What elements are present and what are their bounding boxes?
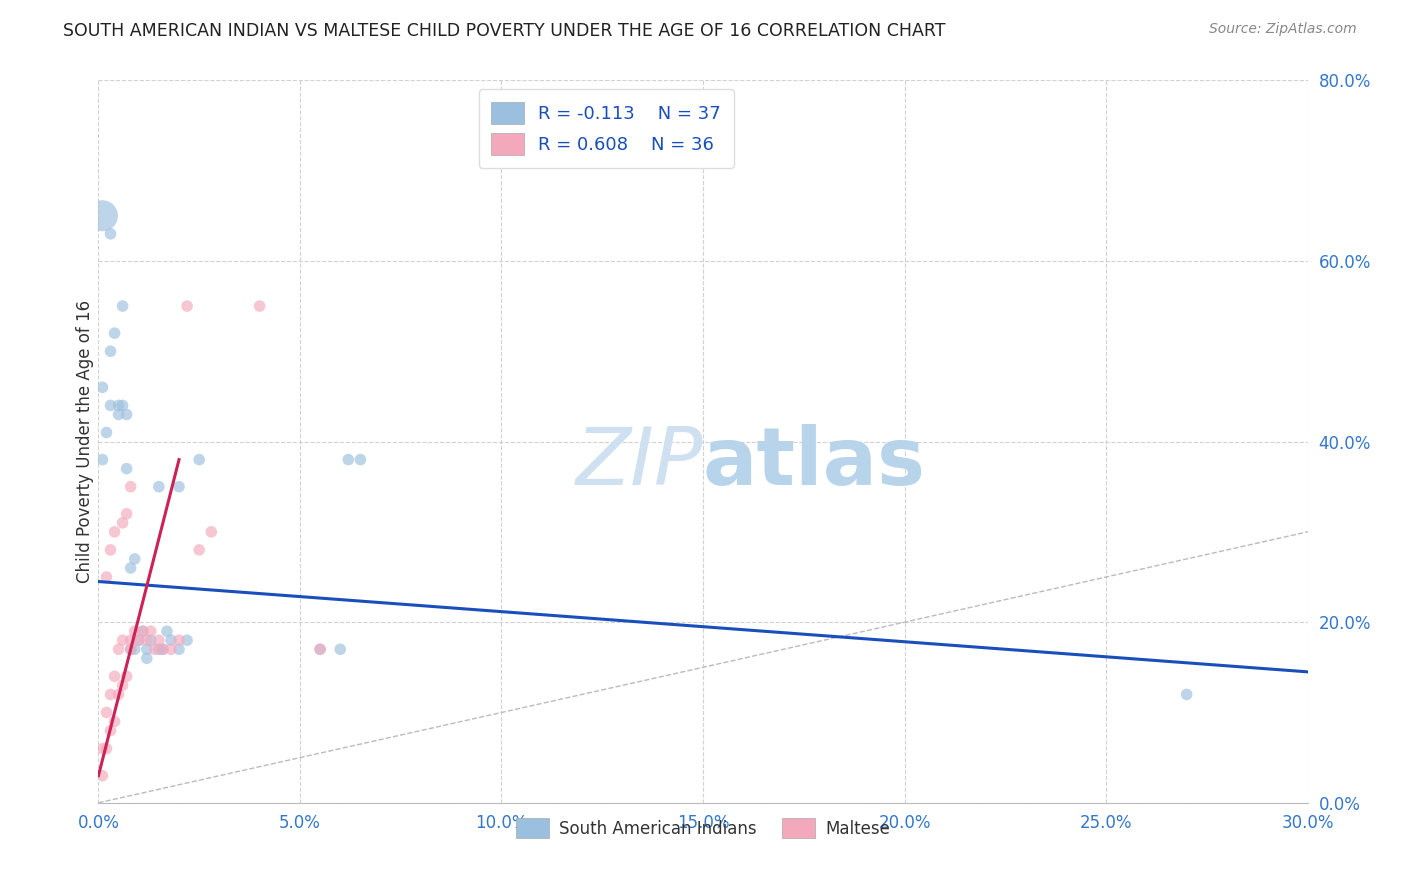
Point bbox=[200, 524, 222, 539]
Point bbox=[188, 542, 211, 557]
Point bbox=[111, 398, 134, 412]
Point bbox=[100, 687, 122, 701]
Point bbox=[329, 642, 352, 657]
Point bbox=[128, 633, 150, 648]
Point bbox=[135, 642, 157, 657]
Point bbox=[132, 624, 155, 639]
Point bbox=[120, 480, 142, 494]
Point bbox=[124, 552, 146, 566]
Point bbox=[100, 227, 122, 241]
Point bbox=[96, 570, 118, 584]
Point bbox=[148, 633, 170, 648]
Point bbox=[167, 633, 190, 648]
Point bbox=[103, 714, 125, 729]
Text: SOUTH AMERICAN INDIAN VS MALTESE CHILD POVERTY UNDER THE AGE OF 16 CORRELATION C: SOUTH AMERICAN INDIAN VS MALTESE CHILD P… bbox=[63, 22, 946, 40]
Point bbox=[309, 642, 332, 657]
Point bbox=[96, 741, 118, 756]
Point bbox=[135, 633, 157, 648]
Point bbox=[188, 452, 211, 467]
Point bbox=[111, 516, 134, 530]
Point bbox=[152, 642, 174, 657]
Point bbox=[148, 480, 170, 494]
Text: atlas: atlas bbox=[703, 425, 927, 502]
Point bbox=[139, 633, 162, 648]
Point bbox=[132, 624, 155, 639]
Point bbox=[111, 299, 134, 313]
Point bbox=[100, 344, 122, 359]
Point bbox=[103, 524, 125, 539]
Point bbox=[103, 326, 125, 340]
Point bbox=[167, 642, 190, 657]
Point bbox=[115, 507, 138, 521]
Point bbox=[100, 723, 122, 738]
Point bbox=[91, 769, 114, 783]
Point bbox=[115, 461, 138, 475]
Point bbox=[103, 669, 125, 683]
Point bbox=[100, 398, 122, 412]
Point bbox=[152, 642, 174, 657]
Point bbox=[160, 633, 183, 648]
Point bbox=[96, 706, 118, 720]
Point bbox=[111, 633, 134, 648]
Point bbox=[120, 561, 142, 575]
Point bbox=[160, 642, 183, 657]
Point bbox=[120, 642, 142, 657]
Point bbox=[139, 624, 162, 639]
Point bbox=[167, 480, 190, 494]
Point bbox=[156, 624, 179, 639]
Point bbox=[337, 452, 360, 467]
Point bbox=[91, 209, 114, 223]
Point bbox=[349, 452, 371, 467]
Point bbox=[148, 642, 170, 657]
Text: Source: ZipAtlas.com: Source: ZipAtlas.com bbox=[1209, 22, 1357, 37]
Point bbox=[96, 425, 118, 440]
Point bbox=[120, 642, 142, 657]
Point bbox=[124, 642, 146, 657]
Point bbox=[107, 398, 129, 412]
Point bbox=[91, 380, 114, 394]
Text: ZIP: ZIP bbox=[575, 425, 703, 502]
Point bbox=[176, 633, 198, 648]
Point bbox=[91, 452, 114, 467]
Point bbox=[107, 687, 129, 701]
Point bbox=[120, 633, 142, 648]
Y-axis label: Child Poverty Under the Age of 16: Child Poverty Under the Age of 16 bbox=[76, 300, 94, 583]
Point bbox=[135, 651, 157, 665]
Point bbox=[1175, 687, 1198, 701]
Point bbox=[124, 624, 146, 639]
Point bbox=[111, 678, 134, 692]
Point bbox=[107, 408, 129, 422]
Point bbox=[91, 741, 114, 756]
Point bbox=[128, 633, 150, 648]
Point bbox=[115, 669, 138, 683]
Legend: South American Indians, Maltese: South American Indians, Maltese bbox=[509, 812, 897, 845]
Point bbox=[249, 299, 271, 313]
Point bbox=[176, 299, 198, 313]
Point bbox=[143, 642, 166, 657]
Point bbox=[309, 642, 332, 657]
Point bbox=[100, 542, 122, 557]
Point bbox=[115, 408, 138, 422]
Point bbox=[107, 642, 129, 657]
